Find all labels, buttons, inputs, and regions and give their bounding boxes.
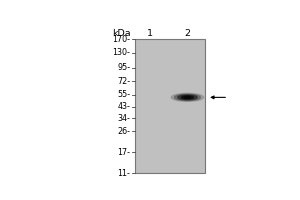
Bar [135, 39, 205, 173]
Text: 26-: 26- [118, 127, 130, 136]
Text: 1: 1 [147, 29, 153, 38]
Text: 55-: 55- [117, 90, 130, 99]
Text: 34-: 34- [118, 114, 130, 123]
Text: 43-: 43- [118, 102, 130, 111]
Text: 72-: 72- [117, 77, 130, 86]
Ellipse shape [178, 95, 197, 100]
Ellipse shape [174, 94, 200, 101]
Ellipse shape [184, 97, 191, 98]
Text: 130-: 130- [112, 48, 130, 57]
Text: 2: 2 [184, 29, 190, 38]
Text: kDa: kDa [112, 29, 130, 38]
Ellipse shape [181, 96, 194, 99]
Text: 17-: 17- [118, 148, 130, 157]
Text: 95-: 95- [117, 63, 130, 72]
Ellipse shape [171, 93, 204, 101]
Text: 11-: 11- [118, 169, 130, 178]
Text: 170-: 170- [112, 35, 130, 44]
